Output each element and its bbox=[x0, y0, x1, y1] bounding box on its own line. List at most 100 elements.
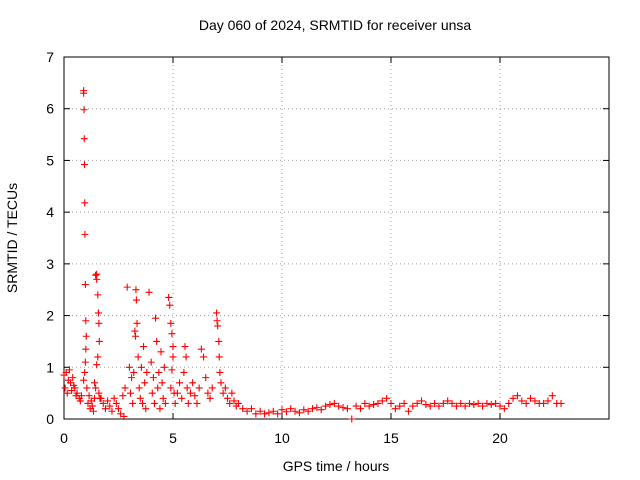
data-point bbox=[93, 275, 101, 283]
data-point bbox=[183, 384, 191, 392]
data-point bbox=[216, 368, 224, 376]
x-tick-label: 20 bbox=[492, 430, 508, 446]
data-point bbox=[439, 399, 447, 407]
data-point bbox=[522, 399, 530, 407]
x-axis-label: GPS time / hours bbox=[283, 458, 390, 474]
y-tick-label: 4 bbox=[46, 204, 54, 220]
data-point bbox=[313, 404, 321, 412]
data-point bbox=[448, 399, 456, 407]
data-point bbox=[167, 384, 175, 392]
data-point bbox=[322, 402, 330, 410]
data-point bbox=[496, 402, 504, 410]
data-point bbox=[94, 291, 102, 299]
data-point bbox=[370, 401, 378, 409]
data-point bbox=[92, 384, 100, 392]
data-point bbox=[465, 399, 473, 407]
data-point bbox=[168, 366, 176, 374]
data-point bbox=[335, 402, 343, 410]
data-point bbox=[154, 384, 162, 392]
data-point bbox=[365, 402, 373, 410]
data-point bbox=[141, 379, 149, 387]
data-point bbox=[132, 332, 140, 340]
data-point bbox=[500, 405, 508, 413]
data-point bbox=[378, 397, 386, 405]
data-point bbox=[169, 343, 177, 351]
data-point bbox=[69, 374, 77, 382]
data-point bbox=[186, 389, 194, 397]
data-point bbox=[152, 314, 160, 322]
data-point bbox=[180, 368, 188, 376]
data-point bbox=[413, 399, 421, 407]
data-point bbox=[387, 399, 395, 407]
data-point bbox=[544, 397, 552, 405]
data-point bbox=[121, 384, 129, 392]
data-point bbox=[128, 374, 136, 382]
data-point bbox=[61, 384, 69, 392]
data-point bbox=[383, 394, 391, 402]
y-tick-label: 1 bbox=[46, 359, 54, 375]
data-point bbox=[168, 330, 176, 338]
data-point bbox=[422, 401, 430, 409]
data-point bbox=[82, 345, 90, 353]
data-point bbox=[400, 399, 408, 407]
data-point bbox=[81, 199, 89, 207]
data-point bbox=[129, 399, 137, 407]
data-point bbox=[492, 399, 500, 407]
data-point bbox=[287, 405, 295, 413]
data-point bbox=[132, 296, 140, 304]
data-point bbox=[195, 384, 203, 392]
data-point bbox=[197, 345, 205, 353]
data-point bbox=[247, 405, 255, 413]
data-point bbox=[352, 402, 360, 410]
data-point bbox=[181, 343, 189, 351]
data-point bbox=[85, 392, 93, 400]
data-point bbox=[309, 405, 317, 413]
data-point bbox=[295, 409, 303, 417]
data-point bbox=[452, 402, 460, 410]
data-point bbox=[130, 368, 138, 376]
data-point bbox=[159, 394, 167, 402]
data-point bbox=[214, 322, 222, 330]
data-point bbox=[80, 89, 88, 97]
data-point bbox=[81, 368, 89, 376]
data-point bbox=[230, 397, 238, 405]
data-point bbox=[123, 283, 131, 291]
data-point bbox=[83, 384, 91, 392]
data-point bbox=[317, 406, 325, 414]
data-point bbox=[150, 399, 158, 407]
data-point bbox=[191, 392, 199, 400]
data-point bbox=[361, 399, 369, 407]
data-point bbox=[479, 402, 487, 410]
data-point bbox=[215, 337, 223, 345]
data-point bbox=[540, 399, 548, 407]
data-point bbox=[81, 358, 89, 366]
data-point bbox=[444, 397, 452, 405]
x-tick-label: 15 bbox=[383, 430, 399, 446]
data-point bbox=[63, 389, 71, 397]
plot-frame bbox=[63, 56, 610, 420]
data-point bbox=[77, 392, 85, 400]
data-point bbox=[148, 389, 156, 397]
data-point bbox=[160, 363, 168, 371]
data-point bbox=[391, 405, 399, 413]
data-point bbox=[126, 389, 134, 397]
data-point bbox=[239, 405, 247, 413]
data-point bbox=[426, 402, 434, 410]
x-tick-label: 0 bbox=[60, 430, 68, 446]
data-point bbox=[93, 361, 101, 369]
data-point bbox=[137, 363, 145, 371]
chart-title: Day 060 of 2024, SRMTID for receiver uns… bbox=[199, 17, 472, 33]
data-point bbox=[505, 399, 513, 407]
data-point bbox=[95, 337, 103, 345]
data-point bbox=[81, 230, 89, 238]
data-point bbox=[95, 389, 103, 397]
data-point bbox=[269, 407, 277, 415]
data-point bbox=[81, 281, 89, 289]
data-point bbox=[256, 407, 264, 415]
data-point bbox=[136, 394, 144, 402]
data-point bbox=[80, 161, 88, 169]
data-point bbox=[243, 407, 251, 415]
data-point bbox=[470, 401, 478, 409]
data-point bbox=[291, 407, 299, 415]
